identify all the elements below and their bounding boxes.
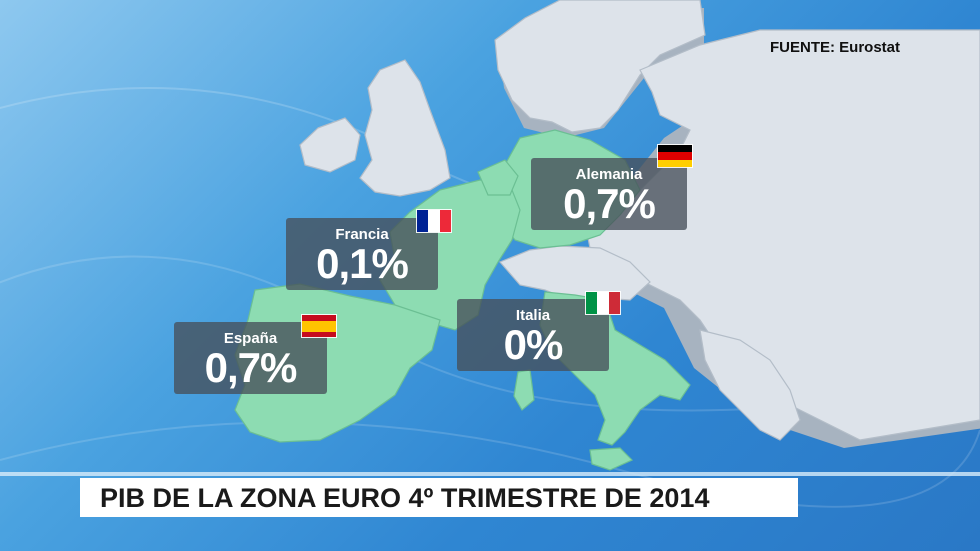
divider-line [0,472,980,476]
gdp-value: 0% [503,321,564,368]
label-germany: Alemania 0,7% [531,158,687,230]
source-label: FUENTE: Eurostat [770,39,901,56]
gdp-value: 0,7% [563,180,656,227]
country-name: Alemania [575,166,643,183]
label-italy: Italia 0% [457,299,609,371]
country-name: Italia [515,307,551,324]
label-spain: España 0,7% [174,322,327,394]
country-name: España [223,330,278,347]
country-name: Francia [335,226,389,243]
headline-title: PIB DE LA ZONA EURO 4º TRIMESTRE DE 2014 [100,483,710,513]
title-bar: PIB DE LA ZONA EURO 4º TRIMESTRE DE 2014 [80,478,798,517]
flag-spain-icon [302,315,336,337]
flag-france-icon [417,210,451,232]
flag-italy-icon [586,292,620,314]
gdp-value: 0,1% [316,240,409,287]
gdp-value: 0,7% [204,344,298,391]
label-france: Francia 0,1% [286,218,438,290]
flag-germany-icon [658,145,692,167]
